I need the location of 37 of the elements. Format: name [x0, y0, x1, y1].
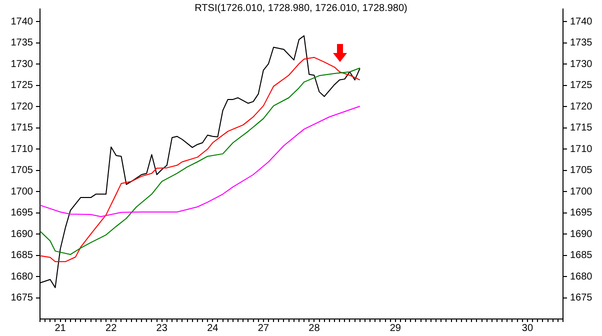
x-tick-label: 29	[390, 322, 402, 334]
y2-tick-label: 1695	[570, 208, 593, 219]
y-tick-label: 1675	[10, 292, 34, 304]
y2-tick-label: 1680	[570, 271, 593, 282]
y2-tick-label: 1685	[570, 250, 593, 262]
y2-tick-label: 1725	[570, 80, 593, 92]
y-tick-label: 1730	[10, 58, 34, 70]
x-tick-label: 28	[308, 322, 320, 334]
x-tick-label: 21	[54, 322, 66, 334]
y2-tick-label: 1705	[570, 165, 593, 176]
y-tick-label: 1700	[10, 186, 34, 198]
x-tick-label: 23	[156, 322, 168, 334]
y2-tick-label: 1735	[570, 38, 593, 49]
chart-title: RTSI(1726.010, 1728.980, 1726.010, 1728.980)	[194, 2, 408, 14]
y-tick-label: 1740	[10, 16, 34, 28]
y2-tick-label: 1710	[570, 144, 593, 155]
y-tick-label: 1725	[10, 80, 34, 92]
y-tick-label: 1685	[10, 250, 34, 262]
x-tick-label: 22	[106, 322, 118, 334]
y-tick-label: 1705	[10, 165, 34, 176]
y2-tick-label: 1730	[570, 58, 593, 70]
y-tick-label: 1690	[10, 228, 34, 240]
x-tick-label: 30	[522, 322, 534, 334]
x-tick-label: 27	[258, 322, 270, 334]
y-tick-label: 1720	[10, 101, 34, 112]
y2-tick-label: 1690	[570, 228, 593, 240]
y-tick-label: 1715	[10, 122, 34, 134]
x-tick-label: 24	[207, 322, 219, 334]
y-tick-label: 1710	[10, 144, 34, 155]
y2-tick-label: 1740	[570, 16, 593, 28]
y-tick-label: 1695	[10, 208, 34, 219]
y2-tick-label: 1720	[570, 101, 593, 112]
y2-tick-label: 1715	[570, 122, 593, 134]
y-tick-label: 1735	[10, 38, 34, 49]
y-tick-label: 1680	[10, 271, 34, 282]
y2-tick-label: 1700	[570, 186, 593, 198]
y2-tick-label: 1675	[570, 292, 593, 304]
